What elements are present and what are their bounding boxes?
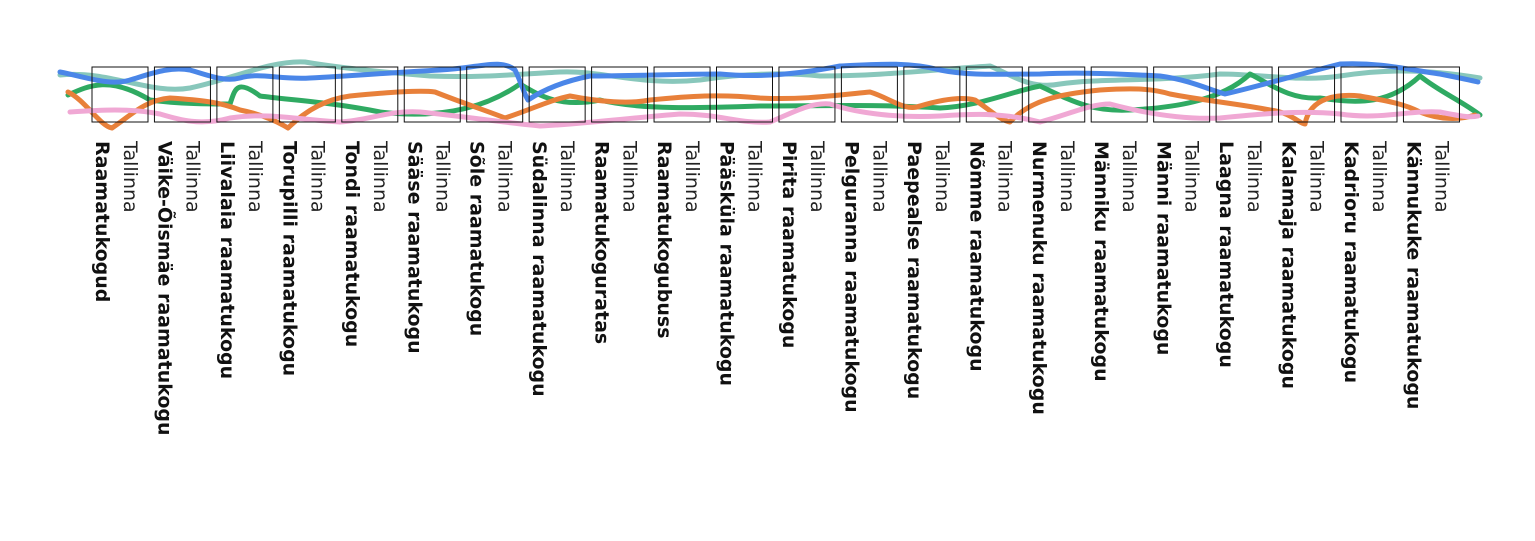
item-box xyxy=(403,66,461,123)
item-box xyxy=(716,66,773,123)
library-item[interactable]: Raamatukoguratas Tallinna xyxy=(591,66,649,344)
item-box xyxy=(216,66,274,123)
library-name: Pirita raamatukogu xyxy=(778,141,800,348)
item-box xyxy=(1340,66,1398,123)
item-box xyxy=(153,66,211,123)
library-name: Paepealse raamatukogu xyxy=(903,141,925,399)
library-name: Raamatukogubuss xyxy=(653,141,675,339)
library-city: Tallinna xyxy=(494,140,516,213)
item-box xyxy=(341,66,399,123)
item-box xyxy=(466,66,524,123)
item-box xyxy=(1215,66,1273,123)
library-name: Nurmenuku raamatukogu xyxy=(1028,141,1050,415)
library-city: Tallinna xyxy=(681,140,703,213)
library-name: Sõle raamatukogu xyxy=(466,141,488,336)
library-item[interactable]: Tondi raamatukogu Tallinna xyxy=(341,66,399,347)
item-box xyxy=(1278,66,1336,123)
library-city: Tallinna xyxy=(1056,140,1078,213)
library-city: Tallinna xyxy=(1368,140,1390,213)
library-name: Raamatukoguratas xyxy=(591,141,613,344)
library-item[interactable]: Pelguranna raamatukogu Tallinna xyxy=(840,66,898,413)
library-item[interactable]: Paepealse raamatukogu Tallinna xyxy=(903,66,961,399)
library-name: Sääse raamatukogu xyxy=(403,141,425,354)
item-box xyxy=(840,66,898,123)
library-name: Pääsküla raamatukogu xyxy=(716,141,738,386)
wave-pink xyxy=(67,101,1481,129)
library-name: Tondi raamatukogu xyxy=(341,141,363,347)
item-box xyxy=(1090,66,1148,123)
library-city: Tallinna xyxy=(931,140,953,213)
library-item[interactable]: Nõmme raamatukogu Tallinna xyxy=(965,66,1023,372)
library-item[interactable]: Nurmenuku raamatukogu Tallinna xyxy=(1028,66,1086,415)
library-item[interactable]: Laagna raamatukogu Tallinna xyxy=(1215,66,1273,368)
library-city: Tallinna xyxy=(431,140,453,213)
item-box xyxy=(91,66,149,123)
library-name: Männiku raamatukogu xyxy=(1090,141,1112,382)
library-list: Raamatukogud Tallinna Väike-Õismäe raamatu… xyxy=(91,66,1460,436)
library-city: Tallinna xyxy=(1181,140,1203,213)
library-item[interactable]: Raamatukogubuss Tallinna xyxy=(653,66,711,339)
library-item[interactable]: Kännukuke raamatukogu Tallinna xyxy=(1402,66,1460,409)
library-name: Kadrioru raamatukogu xyxy=(1340,141,1362,383)
library-city: Tallinna xyxy=(993,140,1015,213)
item-box xyxy=(1402,66,1460,123)
library-item[interactable]: Männi raamatukogu Tallinna xyxy=(1153,66,1211,355)
library-name: Liivalaia raamatukogu xyxy=(216,141,238,379)
library-city: Tallinna xyxy=(1430,140,1452,213)
library-item[interactable]: Südalinna raamatukogu Tallinna xyxy=(528,66,586,397)
library-item[interactable]: Männiku raamatukogu Tallinna xyxy=(1090,66,1148,382)
library-name: Südalinna raamatukogu xyxy=(528,141,550,397)
item-box xyxy=(1153,66,1211,123)
library-item[interactable]: Torupilli raamatukogu Tallinna xyxy=(278,66,336,376)
library-city: Tallinna xyxy=(306,140,328,213)
item-box xyxy=(903,66,961,123)
library-item[interactable]: Sõle raamatukogu Tallinna xyxy=(466,66,524,336)
library-name: Kalamaja raamatukogu xyxy=(1278,141,1300,389)
library-city: Tallinna xyxy=(369,140,391,213)
library-name: Pelguranna raamatukogu xyxy=(840,141,862,413)
library-item[interactable]: Raamatukogud Tallinna xyxy=(91,66,149,302)
library-city: Tallinna xyxy=(1118,140,1140,213)
wave-blue xyxy=(57,61,1481,103)
library-name: Nõmme raamatukogu xyxy=(965,141,987,372)
item-box xyxy=(778,66,836,123)
library-city: Tallinna xyxy=(806,140,828,213)
library-name: Raamatukogud xyxy=(91,141,113,302)
library-city: Tallinna xyxy=(1306,140,1328,213)
library-name: Torupilli raamatukogu xyxy=(278,141,300,376)
library-item[interactable]: Pirita raamatukogu Tallinna xyxy=(778,66,836,348)
item-box xyxy=(1028,66,1086,123)
library-item[interactable]: Väike-Õismäe raamatukogu Tallinna xyxy=(153,66,211,436)
library-city: Tallinna xyxy=(619,140,641,213)
item-box xyxy=(591,66,649,123)
library-city: Tallinna xyxy=(1243,140,1265,213)
library-name: Kännukuke raamatukogu xyxy=(1402,141,1424,409)
library-item[interactable]: Kalamaja raamatukogu Tallinna xyxy=(1278,66,1336,389)
library-name: Laagna raamatukogu xyxy=(1215,141,1237,368)
library-item[interactable]: Kadrioru raamatukogu Tallinna xyxy=(1340,66,1398,383)
library-city: Tallinna xyxy=(119,140,141,213)
library-item[interactable]: Pääsküla raamatukogu Tallinna xyxy=(716,66,773,386)
item-box xyxy=(653,66,711,123)
library-city: Tallinna xyxy=(244,140,266,213)
library-name: Väike-Õismäe raamatukogu xyxy=(153,141,177,436)
library-city: Tallinna xyxy=(868,140,890,213)
library-city: Tallinna xyxy=(744,140,766,213)
library-item[interactable]: Sääse raamatukogu Tallinna xyxy=(403,66,461,354)
library-name: Männi raamatukogu xyxy=(1153,141,1175,355)
item-box xyxy=(278,66,336,123)
library-item[interactable]: Liivalaia raamatukogu Tallinna xyxy=(216,66,274,379)
item-box xyxy=(965,66,1023,123)
library-city: Tallinna xyxy=(556,140,578,213)
item-box xyxy=(528,66,586,123)
library-city: Tallinna xyxy=(181,140,203,213)
